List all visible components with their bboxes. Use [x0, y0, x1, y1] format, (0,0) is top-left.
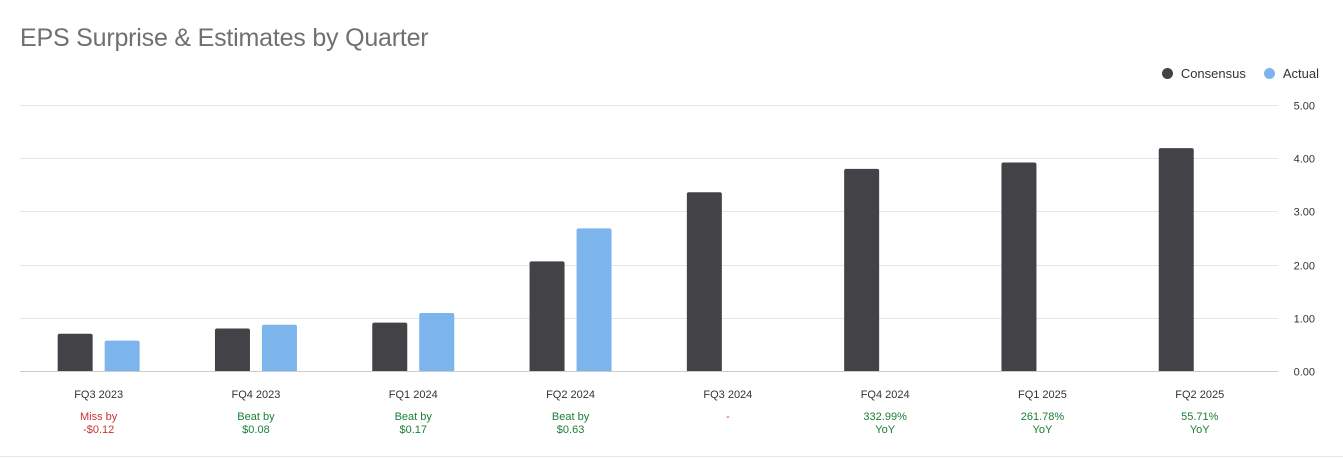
legend-label-consensus: Consensus [1180, 66, 1246, 81]
legend-label-actual: Actual [1282, 66, 1319, 81]
legend-dot-consensus [1161, 68, 1173, 79]
y-tick-label: 1.00 [1294, 314, 1315, 326]
x-tick-label: FQ2 2025 [1175, 389, 1224, 401]
y-tick-label: 5.00 [1294, 101, 1315, 113]
surprise-label-line2: $0.63 [557, 424, 585, 436]
bar-consensus-2[interactable] [372, 322, 408, 371]
surprise-label-line2: $0.17 [399, 424, 427, 436]
bar-actual-3[interactable] [576, 228, 612, 371]
legend-dot-actual [1263, 68, 1275, 79]
surprise-label-line1: 332.99% [863, 411, 907, 423]
x-tick-label: FQ2 2024 [546, 389, 595, 401]
bar-consensus-7[interactable] [1158, 148, 1194, 371]
x-tick-label: FQ4 2023 [231, 389, 280, 401]
bar-consensus-3[interactable] [529, 261, 565, 371]
bar-actual-1[interactable] [261, 324, 297, 371]
x-tick-label: FQ3 2023 [74, 389, 123, 401]
x-tick-label: FQ1 2025 [1018, 389, 1067, 401]
surprise-label-line2: YoY [1033, 424, 1053, 436]
surprise-label-line2: YoY [1190, 424, 1210, 436]
chart-legend: Consensus Actual [1144, 66, 1319, 81]
x-tick-label: FQ4 2024 [861, 389, 910, 401]
x-tick-label: FQ1 2024 [389, 389, 438, 401]
bottom-divider [0, 456, 1343, 457]
bar-consensus-6[interactable] [1001, 162, 1037, 371]
y-tick-label: 0.00 [1294, 367, 1315, 379]
surprise-label-line1: Beat by [552, 411, 590, 423]
surprise-label-line1: Beat by [237, 411, 275, 423]
y-tick-label: 4.00 [1294, 154, 1315, 166]
surprise-label-line1: 55.71% [1181, 411, 1219, 423]
surprise-label-line1: - [726, 411, 730, 423]
surprise-label-line2: YoY [875, 424, 895, 436]
surprise-label-line1: 261.78% [1021, 411, 1065, 423]
chart-title: EPS Surprise & Estimates by Quarter [20, 24, 429, 52]
y-tick-label: 3.00 [1294, 207, 1315, 219]
bar-consensus-1[interactable] [214, 328, 250, 371]
y-tick-label: 2.00 [1294, 261, 1315, 273]
surprise-label-line1: Miss by [80, 411, 118, 423]
surprise-label-line2: $0.08 [242, 424, 270, 436]
x-tick-label: FQ3 2024 [703, 389, 752, 401]
surprise-label-line1: Beat by [395, 411, 433, 423]
legend-item-consensus[interactable]: Consensus [1161, 66, 1246, 81]
bars-layer [57, 148, 1194, 371]
grid-layer [20, 105, 1278, 372]
bar-consensus-4[interactable] [686, 192, 722, 371]
bar-consensus-0[interactable] [57, 333, 93, 371]
bar-actual-0[interactable] [104, 340, 140, 371]
surprise-label-line2: -$0.12 [83, 424, 114, 436]
bar-actual-2[interactable] [419, 313, 455, 371]
legend-item-actual[interactable]: Actual [1263, 66, 1319, 81]
bar-consensus-5[interactable] [844, 168, 880, 371]
